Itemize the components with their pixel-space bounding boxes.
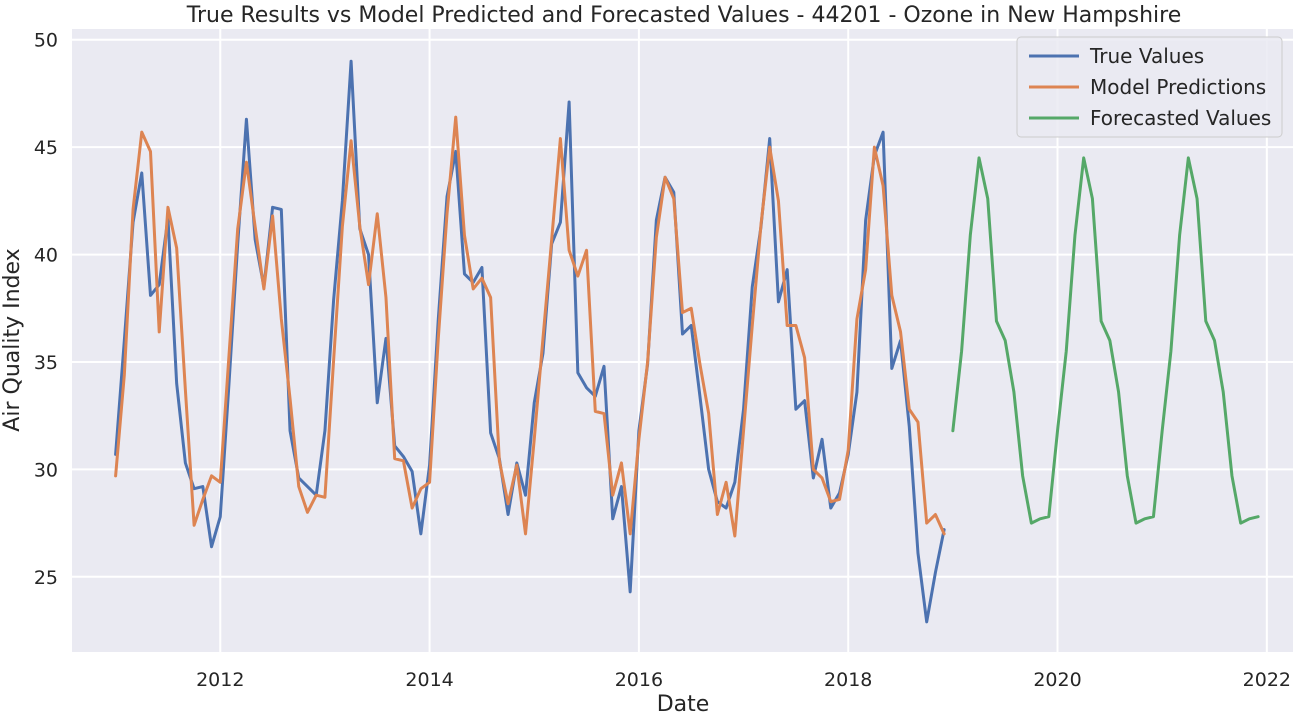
series-line-pred (114, 115, 946, 538)
y-tick-label: 25 (34, 567, 58, 589)
chart-title: True Results vs Model Predicted and Fore… (186, 3, 1181, 28)
y-tick-label: 30 (34, 459, 58, 481)
grid-lines (72, 29, 1293, 652)
y-tick-label: 45 (34, 137, 58, 159)
legend-label-pred: Model Predictions (1090, 75, 1266, 99)
legend-frame (1016, 36, 1283, 138)
series-line-forecast (951, 156, 1260, 525)
x-tick-label: 2022 (1243, 669, 1291, 691)
legend-label-forecast: Forecasted Values (1090, 106, 1271, 130)
x-tick-label: 2016 (615, 669, 663, 691)
x-tick-label: 2020 (1033, 669, 1081, 691)
legend: True Values Model Predictions Forecasted V… (1016, 36, 1283, 138)
y-tick-label: 50 (34, 30, 58, 52)
y-axis-ticks: 25 30 35 40 45 50 (34, 30, 58, 589)
y-tick-label: 35 (34, 352, 58, 374)
legend-label-true: True Values (1089, 44, 1204, 68)
x-tick-label: 2012 (196, 669, 244, 691)
y-tick-label: 40 (34, 245, 58, 267)
x-tick-label: 2018 (824, 669, 872, 691)
x-axis-ticks: 2012 2014 2016 2018 2020 2022 (196, 669, 1291, 691)
x-axis-title: Date (657, 692, 710, 717)
y-axis-title: Air Quality Index (0, 248, 25, 431)
x-tick-label: 2014 (405, 669, 453, 691)
series-layer (114, 59, 1260, 624)
